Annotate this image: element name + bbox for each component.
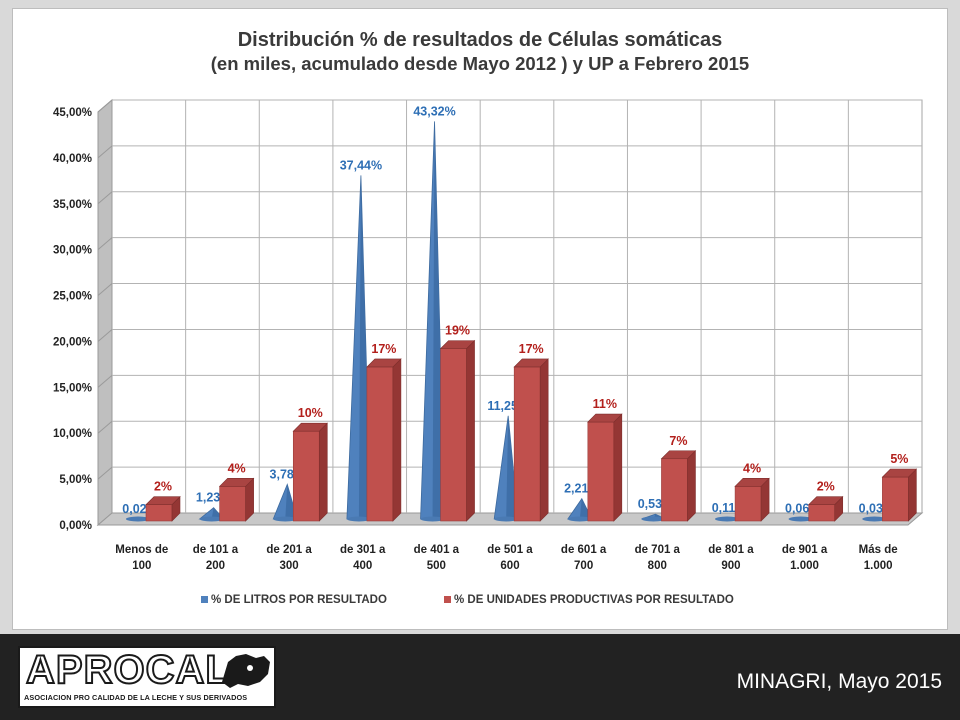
bar-unidades-front bbox=[219, 485, 246, 522]
data-label-litros: 37,44% bbox=[340, 158, 382, 172]
aprocal-logo: APROCAL ASOCIACION PRO CALIDAD DE LA LEC… bbox=[18, 646, 276, 708]
x-tick-label: de 301 a 400 bbox=[340, 544, 386, 572]
x-tick-label: Más de 1.000 bbox=[859, 544, 898, 572]
data-label-unidades: 19% bbox=[445, 324, 470, 338]
data-label-unidades: 17% bbox=[371, 342, 396, 356]
bar-unidades-front bbox=[734, 485, 762, 522]
data-label-unidades: 17% bbox=[519, 342, 544, 356]
plot-area: 0,00% 5,00% 10,00% 15,00% 20,00% 25,00% 30,00%… bbox=[53, 98, 924, 572]
cone-litros-base bbox=[788, 516, 813, 522]
data-label-unidades: 11% bbox=[593, 397, 617, 411]
bar-chart: Distribución % de resultados de Células … bbox=[53, 29, 924, 606]
bar-unidades-front bbox=[145, 504, 173, 522]
gridline-side bbox=[97, 237, 113, 251]
footer-bar: APROCAL ASOCIACION PRO CALIDAD DE LA LEC… bbox=[0, 634, 960, 720]
bar-unidades-side bbox=[392, 358, 402, 522]
bar-unidades-front bbox=[440, 348, 467, 522]
map-icon bbox=[222, 654, 270, 688]
bar-unidades-top bbox=[218, 477, 255, 487]
cone-litros-base bbox=[567, 516, 592, 522]
data-label-unidades: 10% bbox=[298, 406, 323, 420]
cone-litros-base bbox=[420, 516, 445, 522]
bar-unidades-top bbox=[808, 496, 844, 505]
gridline-side bbox=[97, 145, 113, 159]
logo-wordmark: APROCAL bbox=[25, 647, 231, 693]
data-label-unidades: 2% bbox=[154, 480, 172, 494]
bar-unidades-front bbox=[587, 421, 615, 522]
y-tick-label: 0,00% bbox=[59, 520, 92, 532]
x-tick-label: de 701 a 800 bbox=[635, 544, 681, 572]
y-tick-label: 35,00% bbox=[53, 199, 92, 211]
source-credit: MINAGRI, Mayo 2015 bbox=[736, 670, 942, 693]
y-tick-label: 45,00% bbox=[53, 107, 92, 119]
cone-litros-base bbox=[346, 516, 371, 522]
bar-unidades-side bbox=[908, 468, 917, 522]
data-label-unidades: 4% bbox=[743, 461, 761, 475]
legend: % DE LITROS POR RESULTADO % DE UNIDADES … bbox=[201, 594, 734, 606]
bar-unidades-top bbox=[587, 413, 623, 423]
x-tick-label: de 501 a 600 bbox=[487, 544, 533, 572]
y-tick-label: 20,00% bbox=[53, 336, 92, 348]
data-label-litros: 43,32% bbox=[413, 104, 455, 118]
gridline-side bbox=[97, 374, 113, 388]
cone-litros-base bbox=[126, 516, 150, 522]
legend-label-litros: % DE LITROS POR RESULTADO bbox=[211, 594, 387, 606]
y-tick-label: 5,00% bbox=[59, 474, 92, 486]
cone-litros-base bbox=[199, 516, 224, 522]
data-label-unidades: 5% bbox=[890, 452, 908, 466]
bar-unidades-side bbox=[318, 422, 328, 522]
bar-unidades-front bbox=[366, 366, 394, 522]
bar-unidades-side bbox=[539, 358, 549, 522]
cone-litros-base bbox=[494, 516, 519, 522]
data-label-unidades: 2% bbox=[817, 480, 835, 494]
cone-litros-base bbox=[715, 516, 740, 522]
logo-subtitle: ASOCIACION PRO CALIDAD DE LA LECHE Y SUS… bbox=[24, 693, 248, 702]
y-tick-label: 10,00% bbox=[53, 428, 92, 440]
chart-title: Distribución % de resultados de Células … bbox=[238, 29, 723, 51]
bar-unidades-top bbox=[366, 358, 402, 368]
cone-litros-base bbox=[641, 516, 666, 522]
chart-subtitle: (en miles, acumulado desde Mayo 2012 ) y… bbox=[211, 53, 749, 74]
bar-unidades-front bbox=[882, 476, 909, 522]
gridline-side bbox=[97, 466, 113, 480]
x-tick-label: de 901 a 1.000 bbox=[782, 544, 828, 572]
cone-litros-base bbox=[862, 516, 887, 522]
gridline-side bbox=[97, 99, 113, 113]
bar-unidades-top bbox=[881, 468, 918, 478]
x-tick-label: de 601 a 700 bbox=[561, 544, 607, 572]
bar-unidades-front bbox=[292, 430, 320, 522]
bar-unidades-side bbox=[466, 339, 475, 522]
legend-swatch-litros bbox=[201, 596, 208, 603]
bar-unidades-side bbox=[613, 413, 623, 522]
x-tick-label: de 201 a 300 bbox=[266, 544, 312, 572]
y-tick-label: 25,00% bbox=[53, 291, 92, 303]
bar-unidades-front bbox=[808, 504, 836, 522]
bar-unidades-front bbox=[513, 366, 541, 522]
bar-unidades-top bbox=[513, 358, 549, 368]
data-label-unidades: 4% bbox=[228, 461, 246, 475]
bar-unidades-top bbox=[660, 450, 697, 460]
bar-unidades-top bbox=[734, 477, 770, 487]
bar-unidades-top bbox=[439, 340, 476, 349]
data-label-unidades: 7% bbox=[669, 434, 687, 448]
cone-litros-base bbox=[273, 516, 298, 522]
gridline-side bbox=[97, 420, 113, 434]
gridline-side bbox=[97, 329, 113, 342]
legend-swatch-unidades bbox=[444, 596, 451, 603]
gridline-side bbox=[97, 283, 113, 296]
x-tick-label: de 801 a 900 bbox=[708, 544, 754, 572]
y-tick-label: 15,00% bbox=[53, 382, 92, 394]
x-tick-label: de 101 a 200 bbox=[193, 544, 239, 572]
bar-unidades-front bbox=[661, 458, 688, 522]
x-tick-label: de 401 a 500 bbox=[414, 544, 460, 572]
y-tick-label: 30,00% bbox=[53, 245, 92, 257]
bar-unidades-side bbox=[687, 450, 696, 522]
side-wall bbox=[97, 98, 113, 527]
bar-unidades-top bbox=[292, 422, 328, 432]
x-tick-label: Menos de 100 bbox=[115, 544, 168, 572]
legend-label-unidades: % DE UNIDADES PRODUCTIVAS POR RESULTADO bbox=[454, 594, 734, 606]
gridline-side bbox=[97, 191, 113, 205]
bar-unidades-top bbox=[145, 496, 181, 505]
y-tick-label: 40,00% bbox=[53, 153, 92, 165]
